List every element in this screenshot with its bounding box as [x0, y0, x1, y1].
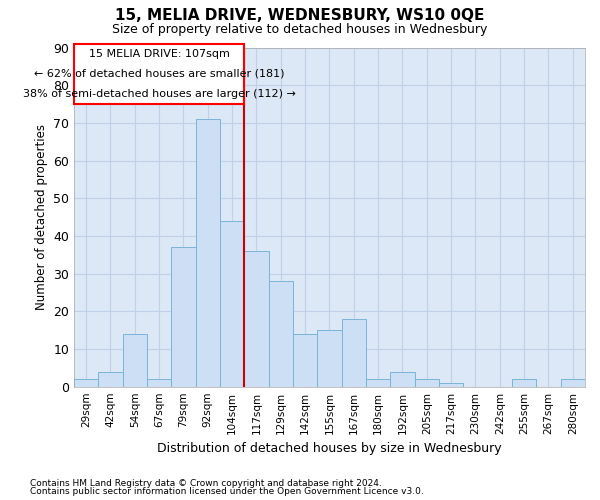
Text: 38% of semi-detached houses are larger (112) →: 38% of semi-detached houses are larger (… — [23, 89, 296, 99]
Bar — [147, 379, 171, 386]
Bar — [415, 379, 439, 386]
Bar — [74, 44, 244, 104]
X-axis label: Distribution of detached houses by size in Wednesbury: Distribution of detached houses by size … — [157, 442, 502, 455]
Text: ← 62% of detached houses are smaller (181): ← 62% of detached houses are smaller (18… — [34, 69, 284, 79]
Bar — [317, 330, 341, 386]
Bar — [122, 334, 147, 386]
Bar — [269, 281, 293, 386]
Bar — [512, 379, 536, 386]
Text: Contains public sector information licensed under the Open Government Licence v3: Contains public sector information licen… — [30, 487, 424, 496]
Text: Size of property relative to detached houses in Wednesbury: Size of property relative to detached ho… — [112, 22, 488, 36]
Bar — [74, 379, 98, 386]
Bar — [439, 383, 463, 386]
Bar — [391, 372, 415, 386]
Y-axis label: Number of detached properties: Number of detached properties — [35, 124, 47, 310]
Bar — [171, 247, 196, 386]
Bar — [341, 319, 366, 386]
Bar — [98, 372, 122, 386]
Text: 15, MELIA DRIVE, WEDNESBURY, WS10 0QE: 15, MELIA DRIVE, WEDNESBURY, WS10 0QE — [115, 8, 485, 22]
Bar — [220, 221, 244, 386]
Text: 15 MELIA DRIVE: 107sqm: 15 MELIA DRIVE: 107sqm — [89, 49, 230, 59]
Bar — [560, 379, 585, 386]
Bar — [244, 251, 269, 386]
Text: Contains HM Land Registry data © Crown copyright and database right 2024.: Contains HM Land Registry data © Crown c… — [30, 478, 382, 488]
Bar — [293, 334, 317, 386]
Bar — [196, 119, 220, 386]
Bar — [366, 379, 391, 386]
